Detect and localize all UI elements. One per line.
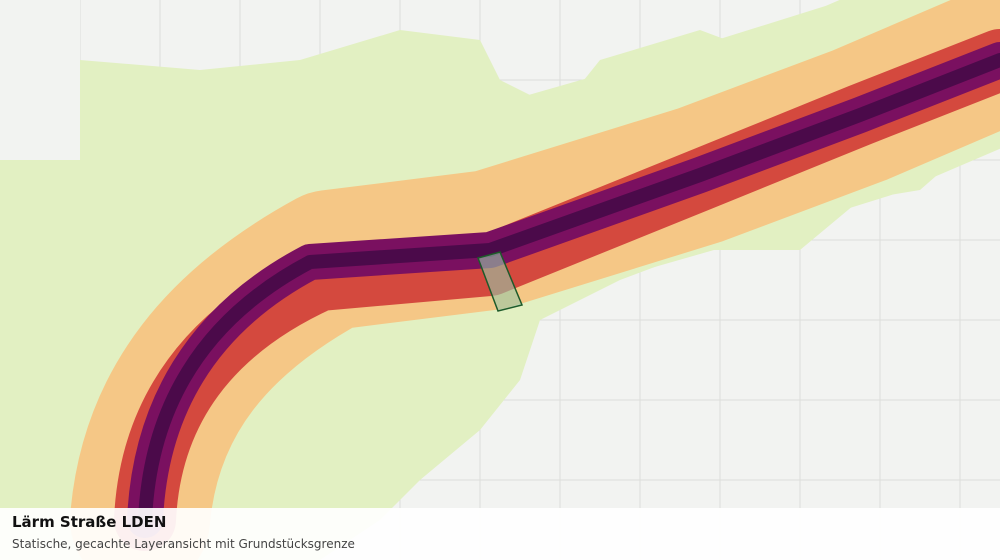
caption-subtitle: Statische, gecachte Layeransicht mit Gru…	[12, 537, 355, 551]
noise-class-5	[138, 53, 1000, 527]
caption: Lärm Straße LDEN Statische, gecachte Lay…	[0, 508, 1000, 560]
map-background-patch	[0, 0, 80, 160]
caption-title: Lärm Straße LDEN	[12, 513, 167, 531]
parcel-boundary[interactable]	[477, 251, 524, 312]
